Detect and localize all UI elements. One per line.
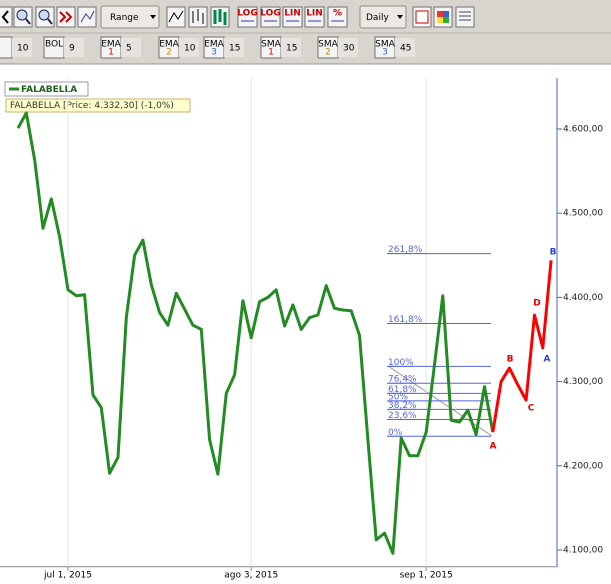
period-field[interactable] — [338, 38, 358, 57]
range-label: Range — [110, 13, 139, 23]
indicator-name: EMA — [159, 40, 179, 50]
dropdown-arrow — [150, 15, 156, 19]
pattern-label: A — [490, 442, 497, 452]
pattern-label: A — [544, 355, 551, 365]
indicator-name: SMA — [261, 40, 281, 50]
scale-button[interactable] — [304, 6, 325, 28]
icon — [437, 11, 443, 17]
grid-button[interactable] — [77, 6, 97, 28]
price-line — [491, 260, 553, 433]
y-tick-label: 4.400,00 — [563, 293, 603, 303]
fib-label: 23,6% — [388, 411, 417, 421]
icon — [443, 17, 449, 23]
scale-button-label: LOG — [237, 9, 257, 19]
back-button[interactable] — [0, 6, 13, 28]
indicator-period: 5 — [126, 44, 132, 54]
indicator-name: SMA — [375, 40, 395, 50]
period-field[interactable] — [121, 38, 141, 57]
period-field[interactable] — [281, 38, 301, 57]
pattern-label: B — [550, 248, 557, 258]
icon — [80, 10, 95, 23]
pattern-label: B — [507, 355, 514, 365]
scale-button-label: LOG — [260, 9, 280, 19]
icon — [16, 9, 28, 21]
x-tick-label: ago 3, 2015 — [224, 571, 278, 581]
fib-label: 76,4% — [388, 375, 417, 385]
period-field[interactable] — [64, 38, 84, 57]
interval-label: Daily — [366, 13, 389, 23]
y-tick-label: 4.200,00 — [563, 461, 603, 471]
scale-button-label: LIN — [284, 9, 301, 19]
indicator-number: 1 — [268, 48, 274, 58]
icon — [443, 11, 449, 17]
y-tick-label: 4.100,00 — [563, 545, 603, 555]
fib-label: 161,8% — [388, 315, 423, 325]
scale-button[interactable] — [237, 6, 258, 28]
indicator-number: 3 — [211, 48, 217, 58]
scale-button[interactable] — [327, 6, 348, 28]
table-button[interactable] — [455, 6, 475, 28]
scale-button[interactable] — [260, 6, 281, 28]
fib-label: 100% — [388, 358, 414, 368]
indicator-name: EMA — [204, 40, 224, 50]
info-box — [5, 98, 191, 113]
indicator-period: 15 — [229, 44, 240, 54]
indicator-period: 10 — [184, 44, 196, 54]
indicator-period: 45 — [400, 44, 411, 54]
indicator-name: SMA — [318, 40, 338, 50]
nav-icons[interactable] — [0, 5, 475, 29]
interval-button[interactable] — [359, 5, 407, 29]
icon — [38, 9, 50, 21]
dropdown-arrow — [397, 15, 403, 19]
indicator-number: 3 — [382, 48, 388, 58]
icon — [437, 17, 443, 23]
price-line — [16, 111, 495, 555]
icon — [415, 10, 429, 24]
fib-label: 0% — [388, 428, 403, 438]
scale-button-label: LIN — [306, 9, 323, 19]
price-info: FALABELLA [Price: 4.332,30] (-1,0%) — [10, 101, 174, 111]
range-button[interactable] — [100, 5, 160, 29]
icon — [1, 10, 9, 24]
legend-label: FALABELLA — [21, 85, 77, 95]
icon — [213, 9, 227, 25]
x-tick-label: sep 1, 2015 — [400, 571, 453, 581]
indicator-period: 30 — [343, 44, 355, 54]
fib-label: 261,8% — [388, 245, 423, 255]
indicator-number: 2 — [325, 48, 331, 58]
indicator-name: BOL — [45, 40, 63, 50]
period-field[interactable] — [224, 38, 244, 57]
legend-box — [4, 81, 89, 97]
y-tick-label: 4.600,00 — [563, 124, 603, 134]
indicator-period: 9 — [69, 44, 75, 54]
y-tick-label: 4.300,00 — [563, 377, 603, 387]
pattern-label: C — [528, 404, 535, 414]
scale-button-label: % — [333, 9, 342, 19]
fib-label: 61,8% — [388, 385, 417, 395]
icon — [47, 18, 53, 25]
period-field[interactable] — [12, 38, 32, 57]
indicator-number: 1 — [108, 48, 114, 58]
x-tick-label: jul 1, 2015 — [43, 571, 92, 581]
scale-button[interactable] — [282, 6, 303, 28]
icon — [168, 10, 184, 23]
indicator-icon[interactable] — [0, 36, 13, 59]
icon — [459, 11, 471, 21]
icon — [59, 11, 73, 23]
fib-label: 50% — [388, 392, 408, 402]
indicator-period: 15 — [286, 44, 297, 54]
indicator-number: 2 — [166, 48, 172, 58]
period-field[interactable] — [179, 38, 199, 57]
indicator-period: 10 — [17, 44, 29, 54]
period-field[interactable] — [395, 38, 415, 57]
line-chart-button[interactable] — [166, 6, 186, 28]
pattern-label: D — [533, 299, 540, 309]
fib-label: 38,2% — [388, 401, 417, 411]
indicator-name: EMA — [101, 40, 121, 50]
icon — [192, 9, 204, 24]
icon — [25, 18, 31, 25]
y-tick-label: 4.500,00 — [563, 209, 603, 219]
